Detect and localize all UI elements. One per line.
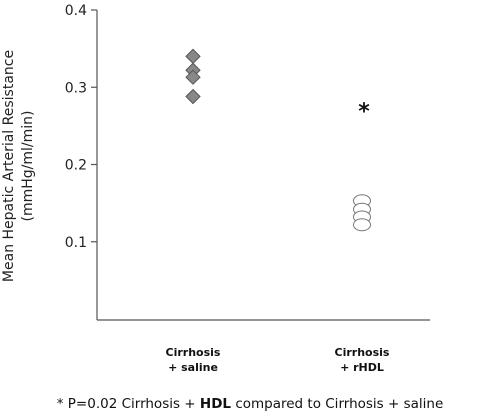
axes [96, 10, 430, 321]
data-point-diamond [185, 69, 201, 85]
y-tick-label: 0.3 [65, 80, 87, 96]
data-points [185, 48, 371, 232]
data-point-diamond [185, 88, 201, 105]
footnote-text-end: compared to Cirrhosis + saline [231, 396, 444, 412]
footnote-bold-text: HDL [199, 396, 232, 412]
data-point-diamond [185, 48, 201, 65]
category-label-line2: + saline [168, 361, 218, 374]
category-label-line1: Cirrhosis [166, 346, 221, 359]
footnote: * P=0.02 Cirrhosis + HDL compared to Cir… [0, 396, 500, 412]
category-labels: Cirrhosis + saline Cirrhosis + rHDL [166, 346, 390, 374]
y-tick-label: 0.2 [65, 158, 87, 174]
category-label-line2: + rHDL [340, 361, 384, 374]
y-ticks: 0.1 0.2 0.3 0.4 [65, 3, 97, 251]
annotations: * [358, 100, 370, 125]
footnote-text-start: * P=0.02 Cirrhosis + [56, 396, 200, 412]
y-axis-unit-label: (mmHg/ml/min) [20, 111, 36, 222]
category-label-line1: Cirrhosis [335, 346, 390, 359]
data-point-circle [353, 218, 371, 232]
significance-asterisk: * [358, 100, 370, 125]
scatter-chart: 0.1 0.2 0.3 0.4 Mean Hepatic Arterial Resis… [1, 3, 430, 374]
y-axis-label: Mean Hepatic Arterial Resistance [1, 50, 17, 282]
y-tick-label: 0.1 [65, 235, 87, 251]
y-tick-label: 0.4 [65, 3, 87, 19]
